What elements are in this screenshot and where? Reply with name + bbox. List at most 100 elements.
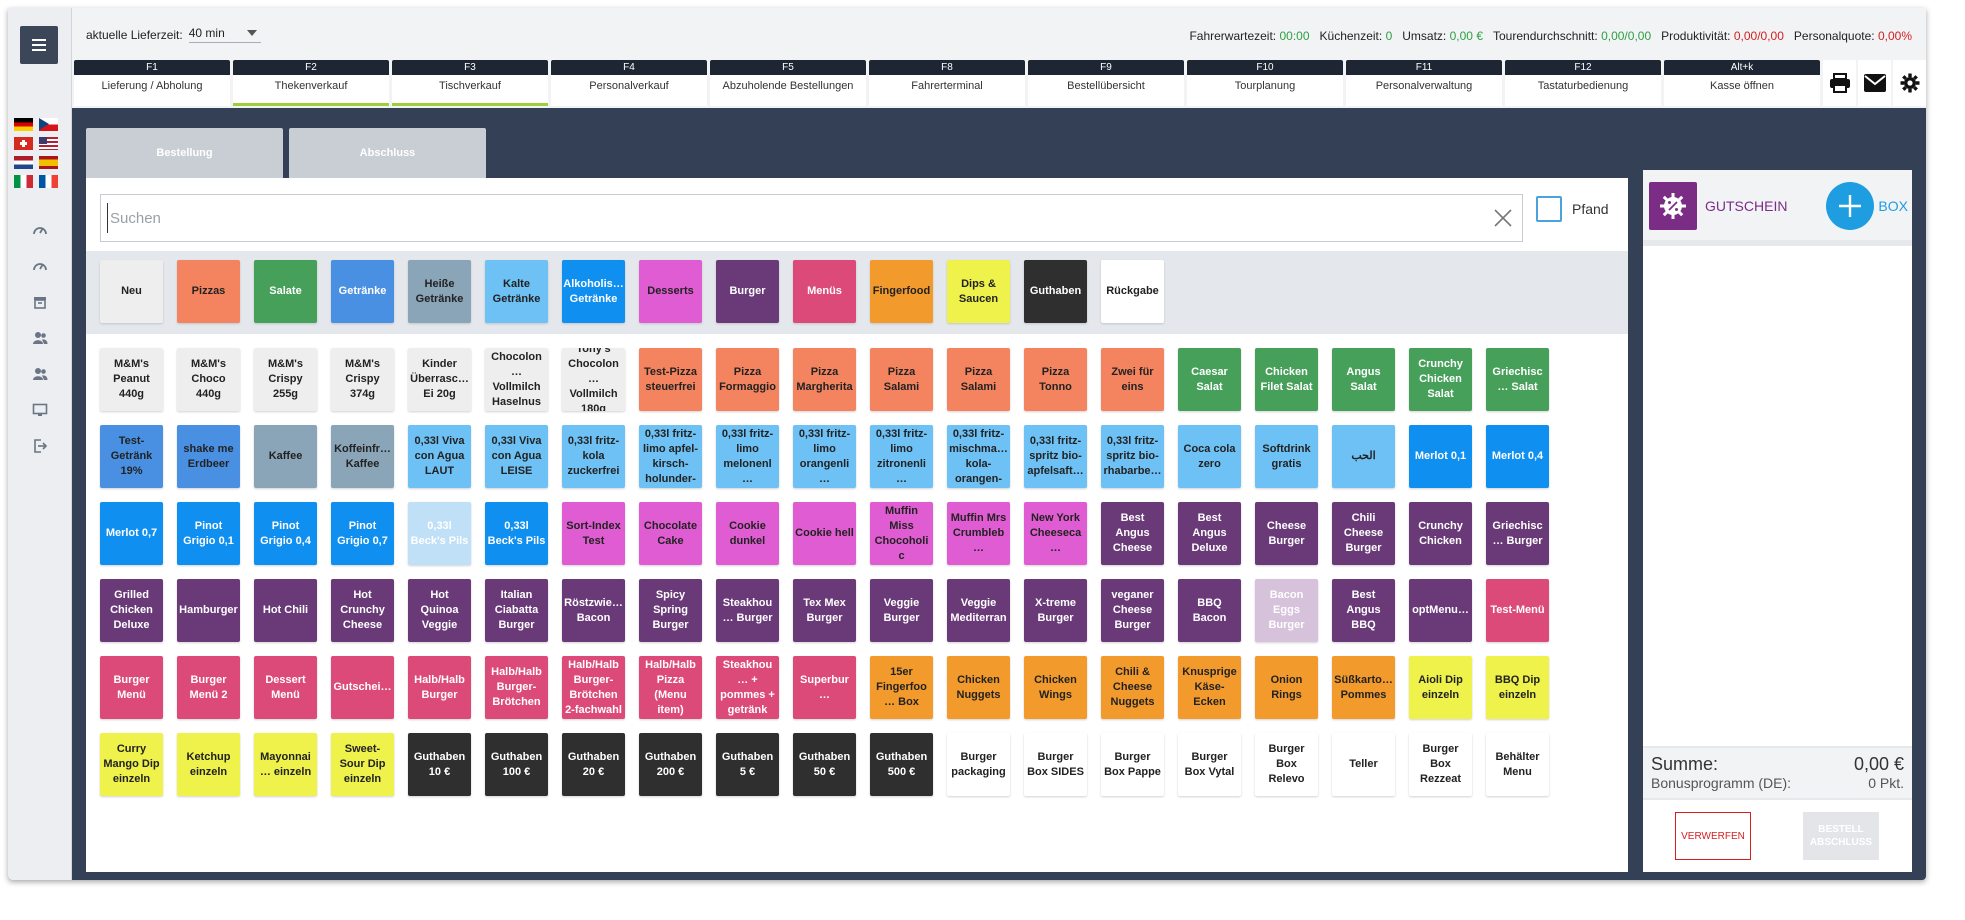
- product-button[interactable]: Hot Quinoa Veggie: [408, 579, 471, 642]
- product-button[interactable]: Gutschei…: [331, 656, 394, 719]
- product-button[interactable]: Mayonnai… einzeln: [254, 733, 317, 796]
- category-button[interactable]: Menüs: [793, 260, 856, 323]
- fkey-tab[interactable]: F4 Personalverkauf: [551, 60, 707, 106]
- product-button[interactable]: Aioli Dip einzeln: [1409, 656, 1472, 719]
- fkey-tab[interactable]: F11 Personalverwaltung: [1346, 60, 1502, 106]
- product-button[interactable]: Griechisc… Burger: [1486, 502, 1549, 565]
- category-button[interactable]: Heiße Getränke: [408, 260, 471, 323]
- product-button[interactable]: 0,33l fritz-limo melonenl…: [716, 425, 779, 488]
- product-button[interactable]: Steakhou… Burger: [716, 579, 779, 642]
- hamburger-menu-icon[interactable]: [20, 26, 58, 64]
- product-button[interactable]: Pinot Grigio 0,7: [331, 502, 394, 565]
- category-button[interactable]: Dips & Saucen: [947, 260, 1010, 323]
- product-button[interactable]: Pizza Salami: [947, 348, 1010, 411]
- product-button[interactable]: Burger Box Vytal: [1178, 733, 1241, 796]
- sidebar-item-staff[interactable]: [8, 356, 72, 392]
- order-complete-button[interactable]: BESTELL ABSCHLUSS: [1803, 812, 1879, 860]
- fkey-tab[interactable]: F10 Tourplanung: [1187, 60, 1343, 106]
- product-button[interactable]: Merlot 0,4: [1486, 425, 1549, 488]
- product-button[interactable]: M&M's Crispy 255g: [254, 348, 317, 411]
- product-button[interactable]: Tony's Chocolon… Vollmilch 180g: [562, 348, 625, 411]
- product-button[interactable]: Knusprige Käse-Ecken: [1178, 656, 1241, 719]
- product-button[interactable]: Onion Rings: [1255, 656, 1318, 719]
- product-button[interactable]: Hamburger: [177, 579, 240, 642]
- product-button[interactable]: Pizza Tonno: [1024, 348, 1087, 411]
- product-button[interactable]: 0,33l Viva con Agua LAUT: [408, 425, 471, 488]
- product-button[interactable]: Tony's Chocolon… Vollmilch Haselnus…: [485, 348, 548, 411]
- search-input[interactable]: [107, 203, 1467, 233]
- product-button[interactable]: Burger packaging: [947, 733, 1010, 796]
- product-button[interactable]: Chicken Filet Salat: [1255, 348, 1318, 411]
- product-button[interactable]: Chicken Wings: [1024, 656, 1087, 719]
- product-button[interactable]: Crunchy Chicken: [1409, 502, 1472, 565]
- category-button[interactable]: Kalte Getränke: [485, 260, 548, 323]
- product-button[interactable]: Burger Menü 2: [177, 656, 240, 719]
- product-button[interactable]: Burger Box Relevo: [1255, 733, 1318, 796]
- product-button[interactable]: Merlot 0,7: [100, 502, 163, 565]
- fkey-tab[interactable]: F3 Tischverkauf: [392, 60, 548, 106]
- product-button[interactable]: Grilled Chicken Deluxe: [100, 579, 163, 642]
- product-button[interactable]: Muffin Mrs Crumbleb…: [947, 502, 1010, 565]
- flag-french-icon[interactable]: [39, 175, 58, 188]
- category-button[interactable]: Guthaben: [1024, 260, 1087, 323]
- product-button[interactable]: 0,33l fritz-spritz bio-rhabarbe…: [1101, 425, 1164, 488]
- category-button[interactable]: Rückgabe: [1101, 260, 1164, 323]
- product-button[interactable]: Guthaben 200 €: [639, 733, 702, 796]
- product-button[interactable]: optMenu…: [1409, 579, 1472, 642]
- category-button[interactable]: Pizzas: [177, 260, 240, 323]
- product-button[interactable]: Ketchup einzeln: [177, 733, 240, 796]
- fkey-tab[interactable]: F1 Lieferung / Abholung: [74, 60, 230, 106]
- product-button[interactable]: Cookie hell: [793, 502, 856, 565]
- fkey-tab[interactable]: Alt+k Kasse öffnen: [1664, 60, 1820, 106]
- product-button[interactable]: Guthaben 50 €: [793, 733, 856, 796]
- fkey-tab[interactable]: F12 Tastaturbedienung: [1505, 60, 1661, 106]
- sidebar-item-display[interactable]: [8, 392, 72, 428]
- product-button[interactable]: Halb/Halb Burger-Brötchen: [485, 656, 548, 719]
- sidebar-item-archive[interactable]: [8, 284, 72, 320]
- product-button[interactable]: 0,33l fritz-limo apfel-kirsch-holunder-: [639, 425, 702, 488]
- product-button[interactable]: Pinot Grigio 0,1: [177, 502, 240, 565]
- product-button[interactable]: 0,33l fritz-mischma… kola-orangen-: [947, 425, 1010, 488]
- delivery-time-select[interactable]: 40 min: [188, 26, 261, 43]
- product-button[interactable]: Halb/Halb Burger-Brötchen 2-fachwahl: [562, 656, 625, 719]
- product-button[interactable]: Italian Ciabatta Burger: [485, 579, 548, 642]
- product-button[interactable]: Veggie Burger: [870, 579, 933, 642]
- product-button[interactable]: Cheese Burger: [1255, 502, 1318, 565]
- tab-bestellung[interactable]: Bestellung: [86, 128, 283, 178]
- product-button[interactable]: Halb/Halb Burger: [408, 656, 471, 719]
- print-button[interactable]: [1823, 60, 1856, 106]
- product-button[interactable]: 15er Fingerfoo… Box: [870, 656, 933, 719]
- product-button[interactable]: Pizza Formaggio: [716, 348, 779, 411]
- product-button[interactable]: 0,33l fritz-kola zuckerfrei: [562, 425, 625, 488]
- product-button[interactable]: Angus Salat: [1332, 348, 1395, 411]
- sidebar-item-logout[interactable]: [8, 428, 72, 464]
- tab-abschluss[interactable]: Abschluss: [289, 128, 486, 178]
- product-button[interactable]: Bacon Eggs Burger: [1255, 579, 1318, 642]
- product-button[interactable]: Griechisc… Salat: [1486, 348, 1549, 411]
- product-button[interactable]: Süßkarto… Pommes: [1332, 656, 1395, 719]
- product-button[interactable]: Kinder Überrasc… Ei 20g: [408, 348, 471, 411]
- product-button[interactable]: Crunchy Chicken Salat: [1409, 348, 1472, 411]
- product-button[interactable]: Guthaben 500 €: [870, 733, 933, 796]
- product-button[interactable]: Guthaben 20 €: [562, 733, 625, 796]
- flag-dutch-icon[interactable]: [14, 156, 33, 169]
- product-button[interactable]: Veggie Mediterran: [947, 579, 1010, 642]
- product-button[interactable]: Chili Cheese Burger: [1332, 502, 1395, 565]
- sidebar-item-performance[interactable]: [8, 248, 72, 284]
- product-button[interactable]: Superbur…: [793, 656, 856, 719]
- product-button[interactable]: Zwei für eins: [1101, 348, 1164, 411]
- product-button[interactable]: Behälter Menu: [1486, 733, 1549, 796]
- category-button[interactable]: Desserts: [639, 260, 702, 323]
- flag-german-icon[interactable]: [14, 118, 33, 131]
- product-button[interactable]: Koffeinfr… Kaffee: [331, 425, 394, 488]
- category-button[interactable]: Alkoholis… Getränke: [562, 260, 625, 323]
- product-button[interactable]: Chicken Nuggets: [947, 656, 1010, 719]
- product-button[interactable]: 0,33l Viva con Agua LEISE: [485, 425, 548, 488]
- product-button[interactable]: 0,33l Beck's Pils: [408, 502, 471, 565]
- product-button[interactable]: Halb/Halb Pizza (Menu item): [639, 656, 702, 719]
- product-button[interactable]: Coca cola zero: [1178, 425, 1241, 488]
- product-button[interactable]: New York Cheeseca…: [1024, 502, 1087, 565]
- product-button[interactable]: Röstzwie… Bacon: [562, 579, 625, 642]
- product-button[interactable]: الحب: [1332, 425, 1395, 488]
- product-button[interactable]: Best Angus BBQ: [1332, 579, 1395, 642]
